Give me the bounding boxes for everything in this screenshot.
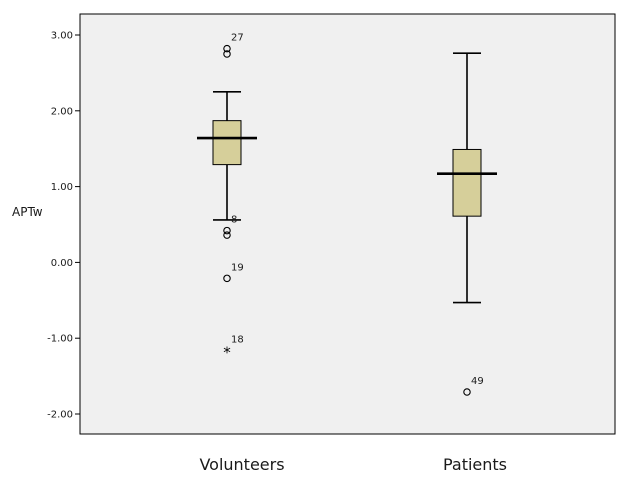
iqr-box	[212, 120, 242, 166]
outlier-marker	[223, 44, 231, 53]
outlier-extreme-marker: *	[223, 343, 231, 361]
category-label: Volunteers	[199, 455, 284, 474]
box-group: 27 8 19 *18 49	[197, 33, 497, 396]
y-tick-label: -1.00	[47, 334, 73, 345]
category-label: Patients	[443, 455, 507, 474]
outlier-label: 27	[231, 33, 244, 44]
box-volunteers: 27 8 19 *18	[197, 33, 257, 361]
y-tick-label: 0.00	[51, 258, 73, 269]
y-axis: -2.00 -1.00 0.00 1.00 2.00 3.00	[47, 31, 80, 421]
iqr-box	[452, 148, 482, 217]
x-axis-category-labels: Volunteers Patients	[199, 455, 507, 474]
y-tick-label: 2.00	[51, 106, 73, 117]
outlier-marker	[223, 226, 231, 235]
y-tick-label: 1.00	[51, 182, 73, 193]
outlier-marker	[223, 50, 231, 58]
y-tick-label: 3.00	[51, 31, 73, 42]
outlier-marker	[463, 388, 471, 396]
outlier-marker	[223, 274, 231, 283]
outlier-label: 19	[231, 262, 244, 273]
y-tick-label: -2.00	[47, 410, 73, 421]
outlier-label: 49	[471, 376, 484, 387]
plot-area	[79, 13, 616, 435]
outlier-label: 18	[231, 334, 244, 345]
y-axis-label: APTw	[12, 205, 43, 219]
outlier-label: 8	[231, 215, 237, 226]
box-patients: 49	[437, 52, 497, 396]
outlier-marker	[223, 231, 231, 239]
